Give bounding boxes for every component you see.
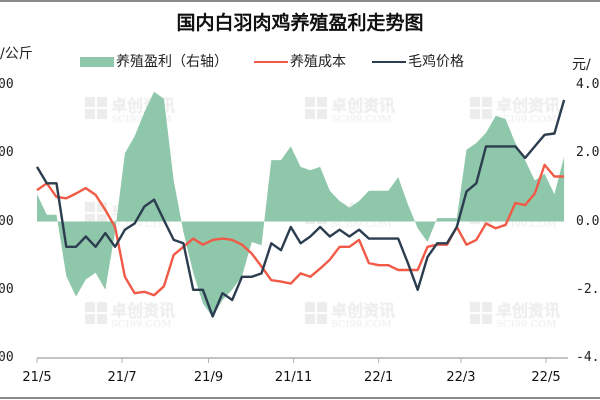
legend-swatch-cost <box>254 61 288 63</box>
legend-swatch-price <box>372 61 406 63</box>
frame-bottom-border <box>0 397 600 399</box>
legend-label-price: 毛鸡价格 <box>408 54 464 70</box>
chart-title: 国内白羽肉鸡养殖盈利走势图 <box>176 12 424 34</box>
left-y-tick-label: 00 <box>0 350 14 365</box>
right-y-tick-label: -4. <box>576 350 600 365</box>
right-y-tick-label: 0.0 <box>576 213 600 229</box>
x-tick-label: 21/11 <box>274 370 313 385</box>
legend-item-profit[interactable]: 养殖盈利（右轴） <box>80 54 228 70</box>
x-tick-label: 21/7 <box>107 370 137 385</box>
right-y-tick-label: 4.0 <box>576 77 600 92</box>
legend-label-cost: 养殖成本 <box>290 54 346 70</box>
legend-swatch-profit <box>80 57 114 67</box>
left-axis-unit: 元/公斤 <box>0 46 33 62</box>
x-tick-label: 22/3 <box>446 370 476 385</box>
x-tick-label: 21/9 <box>193 370 224 385</box>
legend-item-price[interactable]: 毛鸡价格 <box>372 54 464 70</box>
left-y-tick-label: 00 <box>0 281 14 297</box>
x-tick-label: 22/5 <box>531 370 561 385</box>
left-y-tick-label: 00 <box>0 145 14 161</box>
x-tick-label: 21/5 <box>22 370 52 385</box>
right-y-tick-label: 2.0 <box>576 145 600 161</box>
profit-area <box>37 91 565 318</box>
left-y-tick-label: 00 <box>0 213 14 229</box>
legend-label-profit: 养殖盈利（右轴） <box>116 54 228 70</box>
right-axis-unit: 元/ <box>572 57 591 73</box>
x-tick-label: 22/1 <box>364 370 394 385</box>
legend: 养殖盈利（右轴） 养殖成本 毛鸡价格 <box>80 54 490 70</box>
legend-item-cost[interactable]: 养殖成本 <box>254 54 346 70</box>
right-y-tick-label: -2. <box>576 281 600 297</box>
left-y-tick-label: 00 <box>0 77 14 92</box>
